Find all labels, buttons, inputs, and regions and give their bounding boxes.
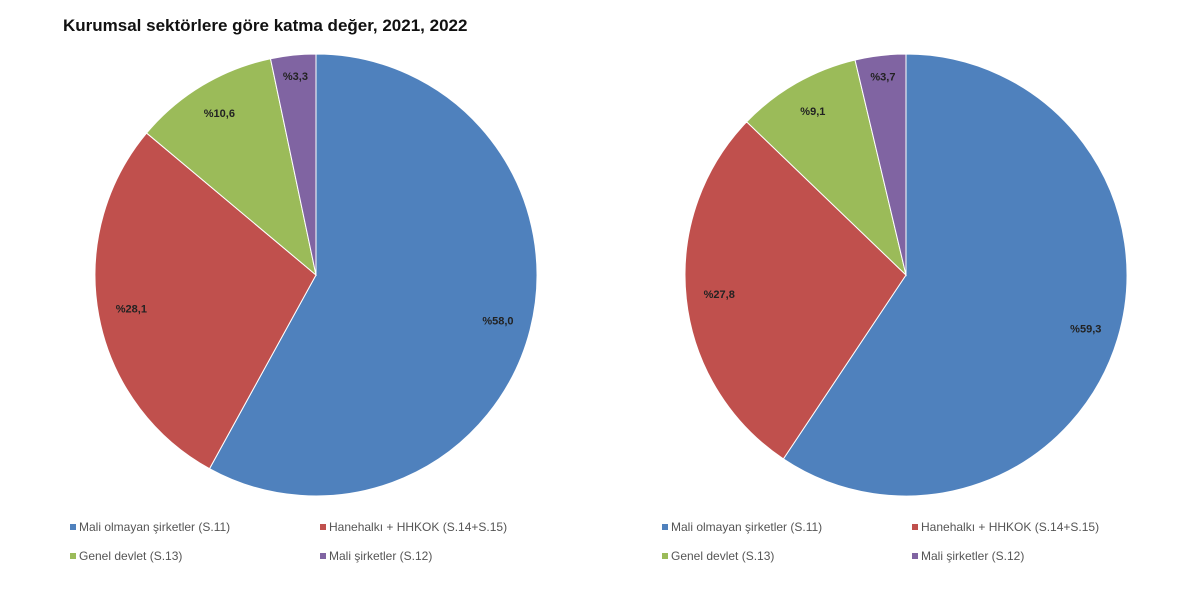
pie-slice [208,53,538,497]
pie-slice [145,58,317,277]
legend-label: Mali şirketler (S.12) [921,549,1025,563]
pie-slice [94,132,317,470]
pie-slice [684,121,907,460]
data-label: %59,3 [1070,323,1101,335]
legend-label: Mali olmayan şirketler (S.11) [79,520,231,534]
data-label: %28,1 [116,304,147,316]
legend-swatch [912,524,918,530]
legend-swatch [912,553,918,559]
legend-label: Mali şirketler (S.12) [329,549,433,563]
pie-slice [745,59,907,277]
legend-label: Genel devlet (S.13) [79,549,183,563]
data-label: %27,8 [704,289,735,301]
legend-swatch [70,524,76,530]
legend-label: Mali olmayan şirketler (S.11) [671,520,823,534]
legend-item: Hanehalkı + HHKOK (S.14+S.15) [320,520,507,534]
legend-item: Genel devlet (S.13) [70,549,182,563]
pie-slice [782,53,1128,497]
legend-swatch [320,524,326,530]
legend-item: Mali şirketler (S.12) [320,549,432,563]
pie-slice [854,53,907,276]
legend-swatch [70,553,76,559]
chart-title: Kurumsal sektörlere göre katma değer, 20… [63,16,468,35]
data-label: %3,3 [283,71,308,83]
data-label: %3,7 [870,71,895,83]
data-label: %58,0 [482,316,513,328]
legend-swatch [320,553,326,559]
data-label: %10,6 [204,108,235,120]
legend-swatch [662,553,668,559]
legend-item: Mali şirketler (S.12) [912,549,1024,563]
legend-item: Genel devlet (S.13) [662,549,774,563]
legend-swatch [662,524,668,530]
legend-label: Hanehalkı + HHKOK (S.14+S.15) [921,520,1100,534]
legend-label: Genel devlet (S.13) [671,549,775,563]
legend-item: Mali olmayan şirketler (S.11) [662,520,822,534]
data-label: %9,1 [800,106,825,118]
legend-item: Hanehalkı + HHKOK (S.14+S.15) [912,520,1099,534]
legend-label: Hanehalkı + HHKOK (S.14+S.15) [329,520,508,534]
legend-item: Mali olmayan şirketler (S.11) [70,520,230,534]
pie-slice [269,53,317,276]
